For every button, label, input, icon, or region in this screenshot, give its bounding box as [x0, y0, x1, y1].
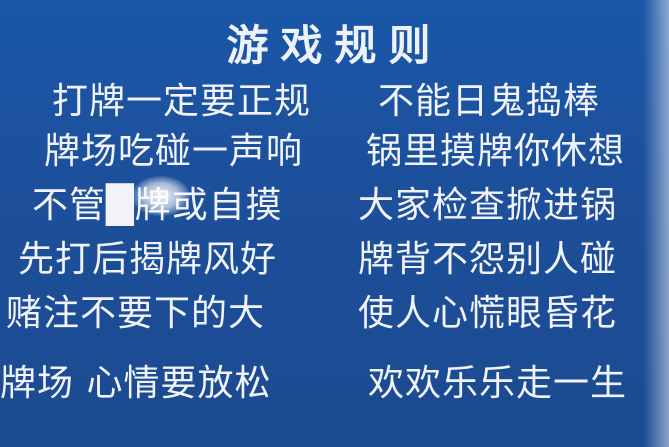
rule-left-text: 打牌一定要正规 [52, 81, 312, 122]
light-glare [132, 176, 190, 216]
rule-row: 牌场 心情要放松 欢欢乐乐走一生 [0, 360, 669, 412]
rule-right-text: 锅里摸牌你休想 [366, 131, 626, 172]
rule-row: 先打后揭牌风好 牌背不怨别人碰 [0, 236, 669, 288]
rule-right-text: 牌背不怨别人碰 [358, 239, 618, 280]
rule-row: 赌注不要下的大 使人心慌眼昏花 [0, 290, 669, 342]
rule-left-text: 牌场 心情要放松 [0, 363, 272, 404]
rule-right-text: 欢欢乐乐走一生 [368, 363, 628, 404]
rule-right-text: 不能日鬼捣棒 [378, 81, 601, 122]
rule-row: 牌场吃碰一声响 锅里摸牌你休想 [0, 128, 669, 180]
rule-left-text: 赌注不要下的大 [6, 293, 266, 334]
rule-left-text: 先打后揭牌风好 [18, 239, 278, 280]
rule-left-text: 牌场吃碰一声响 [44, 131, 304, 172]
sign-title: 游戏规则 [226, 21, 443, 70]
rule-right-text: 大家检查掀进锅 [358, 185, 618, 226]
rule-row: 不管█牌或自摸 大家检查掀进锅 [0, 182, 669, 234]
rule-right-text: 使人心慌眼昏花 [358, 293, 618, 334]
rule-row: 打牌一定要正规 不能日鬼捣棒 [0, 78, 669, 130]
sign-edge [643, 0, 669, 447]
